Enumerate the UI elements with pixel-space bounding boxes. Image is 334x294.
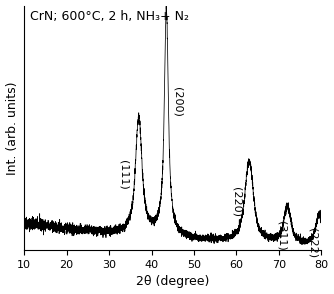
Y-axis label: Int. (arb. units): Int. (arb. units): [6, 81, 19, 175]
Text: (220): (220): [231, 187, 241, 217]
Text: (200): (200): [173, 87, 183, 117]
Text: (111): (111): [119, 160, 129, 189]
Text: (311): (311): [276, 221, 286, 250]
Text: CrN; 600°C, 2 h, NH₃+ N₂: CrN; 600°C, 2 h, NH₃+ N₂: [30, 11, 189, 24]
X-axis label: 2θ (degree): 2θ (degree): [136, 275, 209, 288]
Text: (222): (222): [308, 228, 318, 258]
